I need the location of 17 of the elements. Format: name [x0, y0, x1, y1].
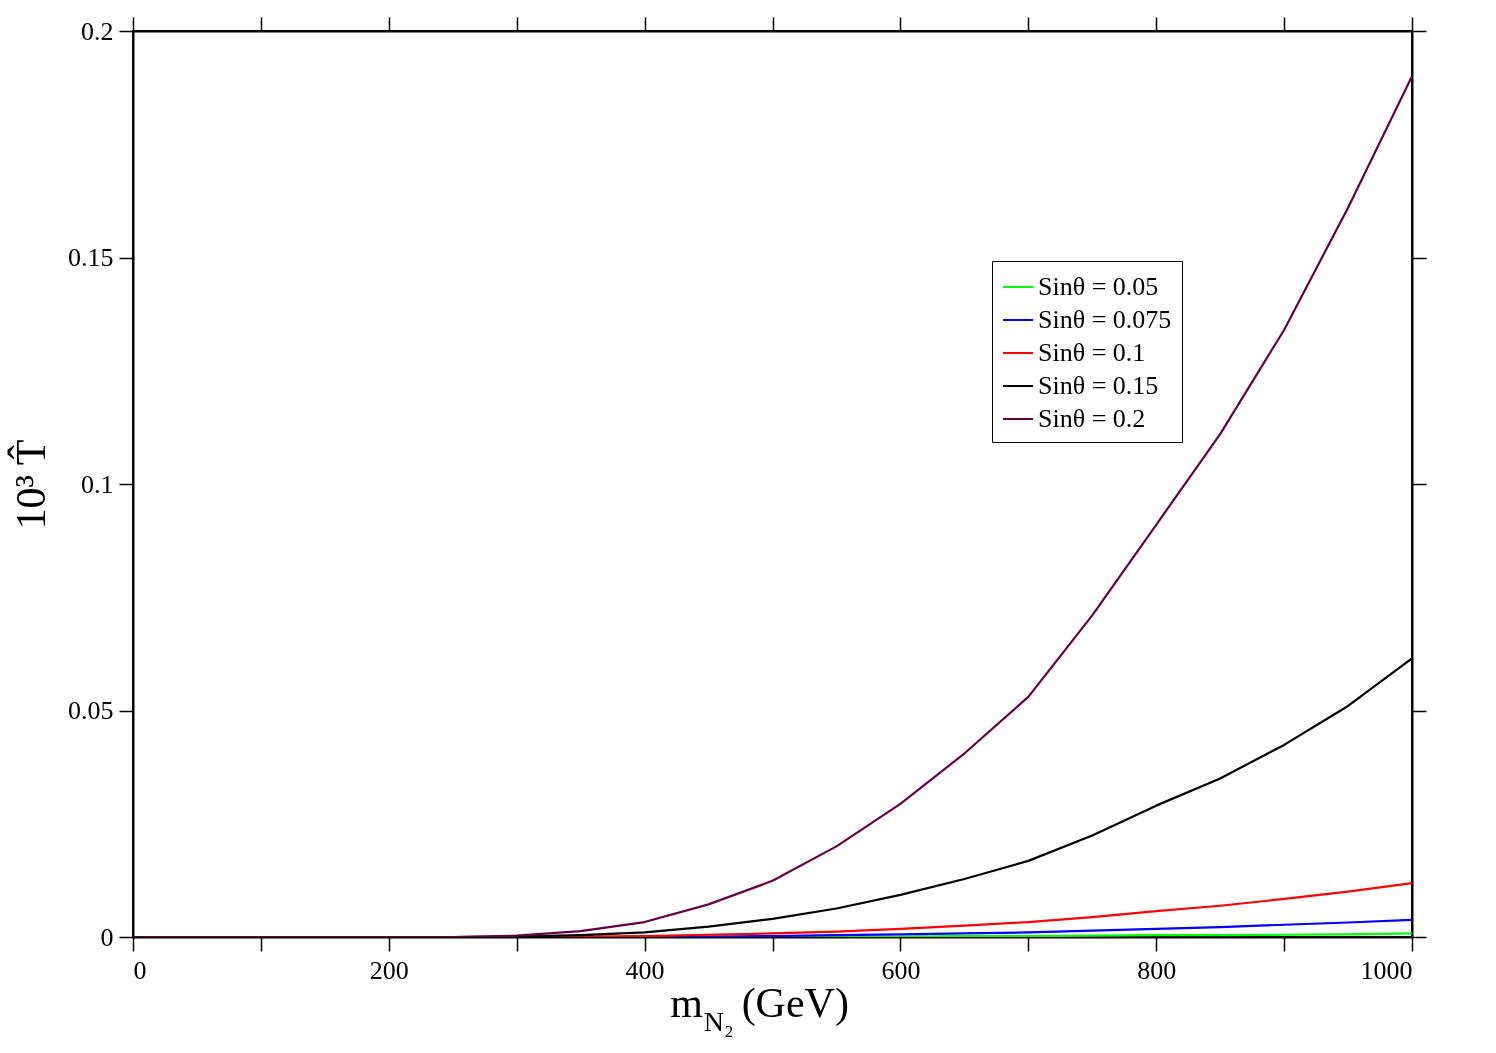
- y-tick-label: 0: [100, 922, 114, 952]
- y-tick-label: 0.15: [68, 243, 114, 272]
- y-tick-label: 0.2: [81, 16, 114, 46]
- legend-label: Sinθ = 0.075: [1038, 305, 1172, 334]
- x-tick-label: 400: [625, 955, 665, 985]
- legend-label: Sinθ = 0.2: [1038, 404, 1146, 433]
- legend-label: Sinθ = 0.1: [1038, 338, 1146, 367]
- x-tick-label: 800: [1137, 955, 1177, 985]
- x-tick-label: 0: [133, 955, 147, 985]
- x-tick-label: 1000: [1360, 955, 1413, 985]
- legend-label: Sinθ = 0.15: [1038, 371, 1159, 400]
- y-axis-title: 10³ T̂: [6, 439, 54, 530]
- legend-label: Sinθ = 0.05: [1038, 272, 1159, 301]
- y-tick-label: 0.1: [81, 469, 114, 499]
- x-tick-label: 600: [881, 955, 921, 985]
- x-tick-label: 200: [369, 955, 409, 985]
- y-tick-label: 0.05: [68, 696, 114, 725]
